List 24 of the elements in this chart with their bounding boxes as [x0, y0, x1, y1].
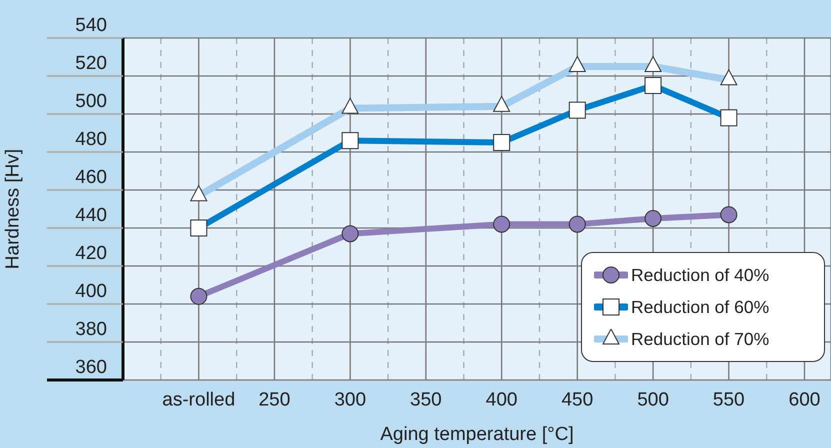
legend-label: Reduction of 70% — [631, 328, 770, 350]
y-tick-label: 420 — [75, 243, 107, 264]
y-tick-label: 500 — [75, 91, 107, 112]
x-tick-label: 250 — [258, 389, 290, 410]
legend-label: Reduction of 40% — [631, 264, 770, 286]
y-tick-label: 360 — [75, 357, 107, 378]
y-tick-label: 480 — [75, 129, 107, 150]
x-tick-label: as-rolled — [162, 389, 236, 410]
x-tick-label: 350 — [410, 389, 442, 410]
y-tick-label: 380 — [75, 319, 107, 340]
legend-label: Reduction of 60% — [631, 296, 770, 318]
x-tick-label: 400 — [486, 389, 518, 410]
x-tick-label: 450 — [561, 389, 594, 410]
x-tick-label: 500 — [637, 389, 669, 410]
y-tick-label: 400 — [75, 281, 107, 302]
x-tick-label: 600 — [788, 389, 820, 410]
y-tick-label: 540 — [75, 15, 107, 36]
y-tick-label: 460 — [75, 167, 107, 188]
x-tick-label: 300 — [334, 389, 366, 410]
y-axis-title: Hardness [Hv] — [2, 148, 24, 270]
y-tick-label: 440 — [75, 205, 107, 226]
x-tick-label: 550 — [712, 389, 745, 410]
x-axis-title: Aging temperature [°C] — [380, 424, 574, 445]
y-tick-label: 520 — [75, 53, 107, 74]
